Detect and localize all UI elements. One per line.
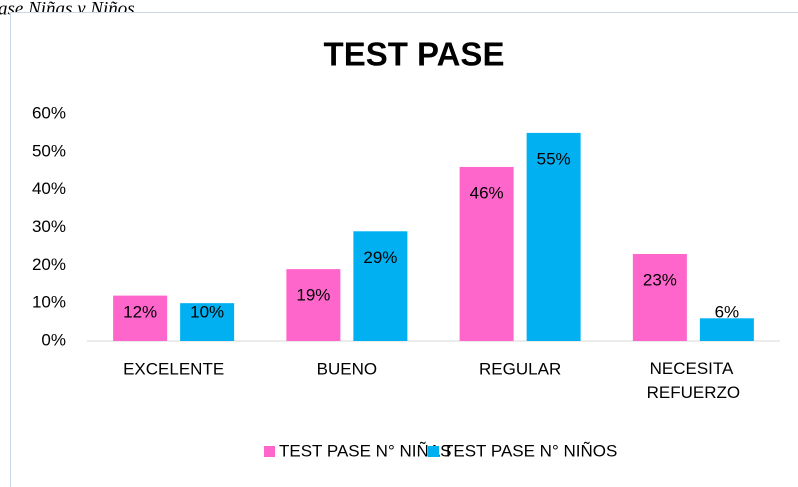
legend-label: TEST PASE N° NIÑAS (279, 441, 451, 460)
y-tick-label: 50% (32, 141, 66, 160)
data-label: 23% (643, 270, 677, 289)
bar (286, 269, 341, 341)
bar (113, 295, 168, 341)
y-tick-label: 10% (32, 293, 66, 312)
bar (526, 132, 581, 341)
y-tick-label: 30% (32, 217, 66, 236)
x-tick-label: REGULAR (479, 359, 561, 378)
chart-title: TEST PASE (324, 36, 505, 73)
data-label: 46% (470, 183, 504, 202)
y-tick-label: 60% (32, 103, 66, 122)
data-label: 55% (537, 149, 571, 168)
x-tick-label: EXCELENTE (123, 359, 224, 378)
data-label: 10% (190, 302, 224, 321)
bar (699, 318, 754, 341)
data-label: 29% (363, 248, 397, 267)
bar (632, 253, 687, 341)
x-tick-label-line: NECESITA (650, 359, 738, 378)
bar (353, 231, 408, 341)
legend-swatch (264, 446, 275, 457)
y-tick-label: 40% (32, 179, 66, 198)
x-tick-label: NECESITA REFUERZO (647, 359, 741, 402)
legend-swatch (428, 446, 439, 457)
data-label: 19% (296, 286, 330, 305)
bar (459, 166, 514, 341)
bar (180, 303, 235, 341)
data-label: 6% (715, 302, 740, 321)
y-tick-label: 0% (41, 330, 66, 349)
x-tick-label-line: REFUERZO (647, 383, 741, 402)
data-label: 12% (123, 302, 157, 321)
legend-label: TEST PASE N° NIÑOS (443, 441, 617, 460)
y-tick-label: 20% (32, 255, 66, 274)
x-tick-label: BUENO (317, 359, 377, 378)
